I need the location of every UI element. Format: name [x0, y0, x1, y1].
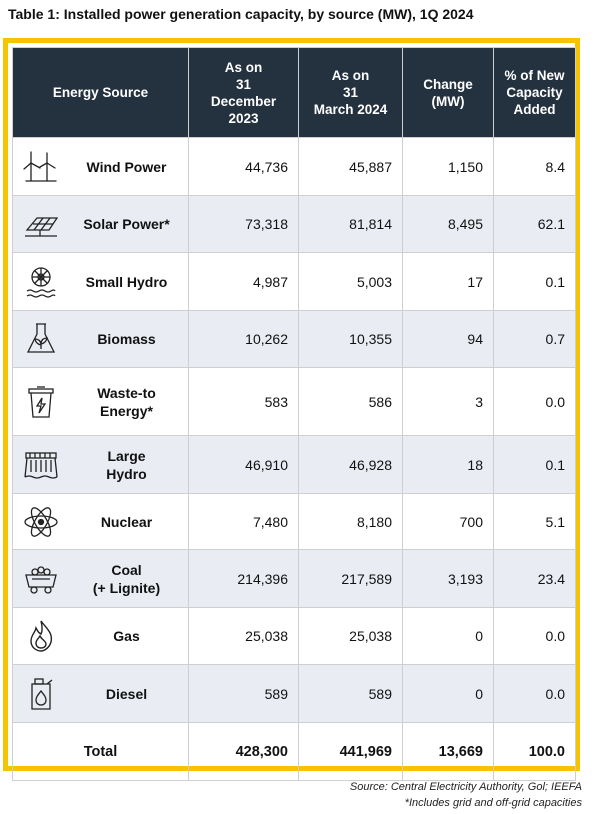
total-row: Total 428,300 441,969 13,669 100.0: [12, 722, 576, 781]
source-cell: Diesel: [12, 664, 189, 723]
value-pct: 0.1: [493, 252, 576, 311]
header-row: Energy Source As on 31 December 2023 As on 3…: [12, 47, 576, 138]
source-label: Nuclear: [100, 513, 153, 530]
value-dec-2023: 46,910: [188, 435, 299, 494]
wind-turbine-icon: [13, 149, 69, 185]
value-pct: 23.4: [493, 549, 576, 608]
value-mar-2024: 217,589: [298, 549, 403, 608]
capacity-table: Energy Source As on 31 December 2023 As on 3…: [12, 47, 576, 781]
table-row: Large Hydro 46,910 46,928 18 0.1: [12, 435, 576, 494]
value-mar-2024: 10,355: [298, 310, 403, 368]
table-row: Coal (+ Lignite) 214,396 217,589 3,193 23…: [12, 549, 576, 608]
value-mar-2024: 589: [298, 664, 403, 723]
biomass-flask-icon: [13, 321, 69, 357]
value-change: 3: [402, 367, 494, 436]
coal-cart-icon: [13, 561, 69, 597]
source-cell: Solar Power*: [12, 195, 189, 253]
value-change: 17: [402, 252, 494, 311]
table-row: Waste-to Energy* 583 586 3 0.0: [12, 367, 576, 436]
value-change: 1,150: [402, 137, 494, 196]
source-cell: Waste-to Energy*: [12, 367, 189, 436]
value-change: 0: [402, 664, 494, 723]
value-dec-2023: 7,480: [188, 493, 299, 550]
value-mar-2024: 46,928: [298, 435, 403, 494]
total-change: 13,669: [402, 722, 494, 781]
value-dec-2023: 589: [188, 664, 299, 723]
total-pct: 100.0: [493, 722, 576, 781]
asterisk-footnote: *Includes grid and off-grid capacities: [404, 797, 582, 809]
table-row: Gas 25,038 25,038 0 0.0: [12, 607, 576, 665]
header-dec-2023: As on 31 December 2023: [188, 47, 299, 138]
solar-panel-icon: [13, 206, 69, 242]
source-cell: Large Hydro: [12, 435, 189, 494]
source-label: Biomass: [97, 331, 156, 347]
value-pct: 5.1: [493, 493, 576, 550]
value-dec-2023: 73,318: [188, 195, 299, 253]
value-pct: 0.0: [493, 664, 576, 723]
source-cell: Wind Power: [12, 137, 189, 196]
table-title: Table 1: Installed power generation capa…: [8, 6, 474, 22]
value-pct: 62.1: [493, 195, 576, 253]
dam-icon: [13, 447, 69, 483]
value-mar-2024: 45,887: [298, 137, 403, 196]
water-wheel-icon: [13, 264, 69, 300]
header-mar-2024: As on 31 March 2024: [298, 47, 403, 138]
source-label: Large Hydro: [106, 447, 147, 482]
table-frame: Energy Source As on 31 December 2023 As on 3…: [3, 38, 580, 781]
value-dec-2023: 4,987: [188, 252, 299, 311]
gas-flame-icon: [13, 618, 69, 654]
table-row: Nuclear 7,480 8,180 700 5.1: [12, 493, 576, 550]
value-change: 700: [402, 493, 494, 550]
value-change: 8,495: [402, 195, 494, 253]
source-footnote: Source: Central Electricity Authority, G…: [349, 781, 582, 793]
value-pct: 0.0: [493, 607, 576, 665]
value-mar-2024: 81,814: [298, 195, 403, 253]
source-label: Gas: [113, 628, 140, 644]
source-label: Wind Power: [86, 158, 167, 175]
source-label: Small Hydro: [85, 273, 168, 290]
value-change: 0: [402, 607, 494, 665]
value-dec-2023: 583: [188, 367, 299, 436]
source-cell: Small Hydro: [12, 252, 189, 311]
value-change: 3,193: [402, 549, 494, 608]
source-cell: Gas: [12, 607, 189, 665]
table-row: Biomass 10,262 10,355 94 0.7: [12, 310, 576, 368]
value-change: 94: [402, 310, 494, 368]
source-cell: Biomass: [12, 310, 189, 368]
value-pct: 0.0: [493, 367, 576, 436]
total-label: Total: [12, 722, 189, 781]
value-mar-2024: 5,003: [298, 252, 403, 311]
value-dec-2023: 10,262: [188, 310, 299, 368]
value-dec-2023: 214,396: [188, 549, 299, 608]
table-row: Wind Power 44,736 45,887 1,150 8.4: [12, 137, 576, 196]
value-pct: 0.1: [493, 435, 576, 494]
waste-bin-bolt-icon: [13, 384, 69, 420]
value-dec-2023: 44,736: [188, 137, 299, 196]
source-label: Coal (+ Lignite): [92, 561, 161, 596]
source-label: Solar Power*: [83, 216, 170, 232]
header-energy-source: Energy Source: [12, 47, 189, 138]
value-dec-2023: 25,038: [188, 607, 299, 665]
total-dec-2023: 428,300: [188, 722, 299, 781]
total-mar-2024: 441,969: [298, 722, 403, 781]
table-row: Diesel 589 589 0 0.0: [12, 664, 576, 723]
source-label: Waste-to Energy*: [97, 384, 156, 419]
source-cell: Coal (+ Lignite): [12, 549, 189, 608]
value-pct: 0.7: [493, 310, 576, 368]
value-mar-2024: 8,180: [298, 493, 403, 550]
value-change: 18: [402, 435, 494, 494]
table-row: Solar Power* 73,318 81,814 8,495 62.1: [12, 195, 576, 253]
source-cell: Nuclear: [12, 493, 189, 550]
atom-icon: [13, 504, 69, 540]
value-pct: 8.4: [493, 137, 576, 196]
header-change: Change (MW): [402, 47, 494, 138]
fuel-can-icon: [13, 676, 69, 712]
value-mar-2024: 25,038: [298, 607, 403, 665]
source-label: Diesel: [105, 685, 148, 702]
table-row: Small Hydro 4,987 5,003 17 0.1: [12, 252, 576, 311]
value-mar-2024: 586: [298, 367, 403, 436]
header-pct-added: % of New Capacity Added: [493, 47, 576, 138]
